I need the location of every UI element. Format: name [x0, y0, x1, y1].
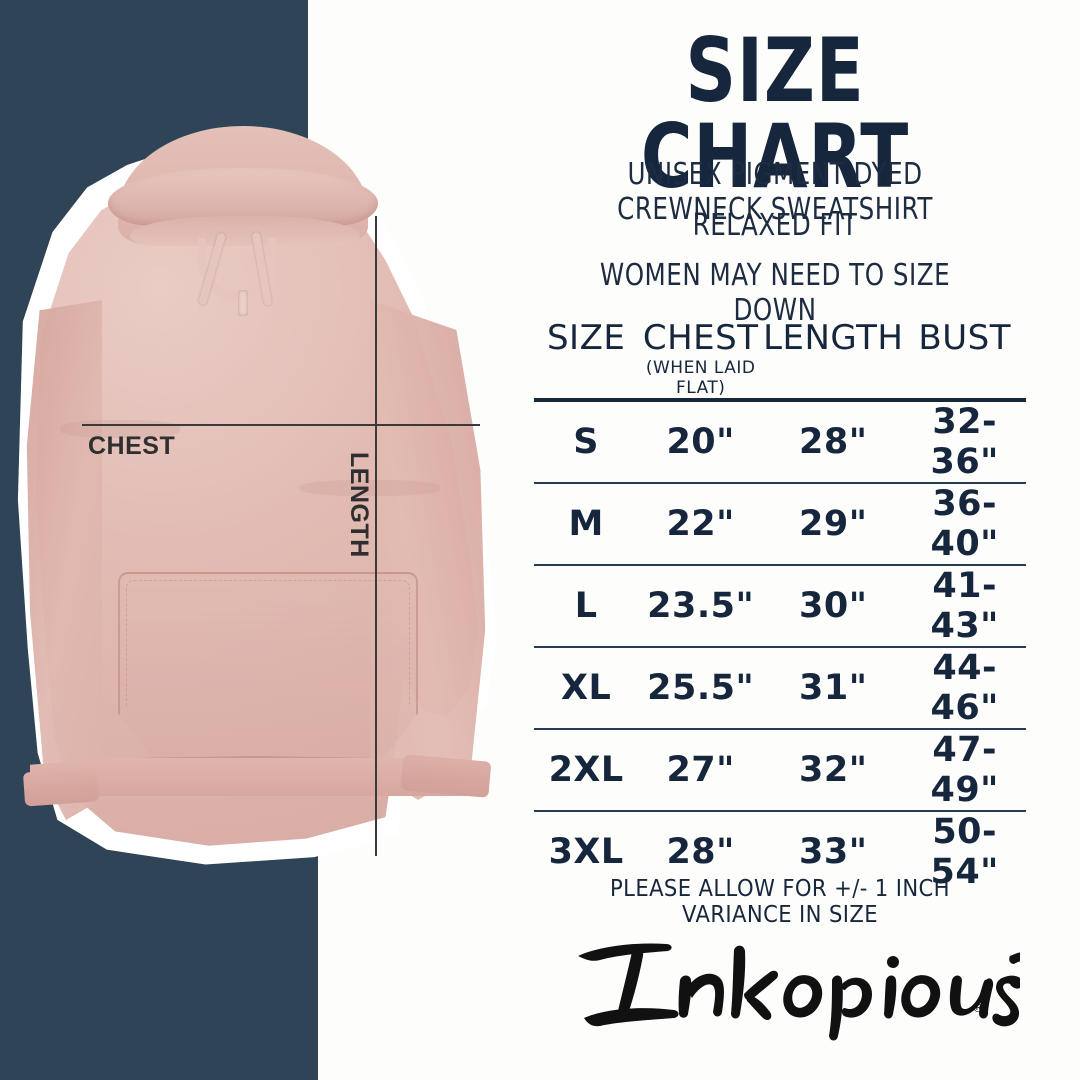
table-header-row: SIZE CHEST LENGTH BUST — [534, 318, 1026, 358]
drawstring-loop — [198, 238, 276, 300]
cell-bust: 47-49" — [930, 730, 999, 810]
drawstring-aglet — [238, 290, 248, 316]
cuff-right — [400, 754, 492, 798]
cell-chest: 20" — [666, 422, 735, 462]
cell-size: S — [573, 422, 599, 462]
chest-measure-label: CHEST — [88, 432, 176, 460]
table-top-rule — [534, 398, 1026, 402]
cell-length: 31" — [799, 668, 868, 708]
cell-length: 32" — [799, 750, 868, 790]
cell-size: M — [568, 504, 604, 544]
table-row: 3XL 28" 33" 50-54" — [534, 812, 1026, 892]
cell-size: 2XL — [548, 750, 624, 790]
table-header-subnote-row: (WHEN LAID FLAT) — [534, 358, 1026, 398]
chest-subnote: (WHEN LAID FLAT) — [645, 358, 756, 398]
column-header-bust: BUST — [918, 318, 1011, 358]
cell-size: 3XL — [548, 832, 624, 872]
cell-bust: 32-36" — [930, 402, 999, 482]
row-divider — [534, 728, 1026, 730]
page-title: SIZE CHART — [640, 19, 910, 209]
cell-chest: 27" — [666, 750, 735, 790]
brand-logo: ® — [540, 922, 1045, 1042]
row-divider — [534, 810, 1026, 812]
cell-size: XL — [561, 668, 612, 708]
chart-column: SIZE CHART UNISEX PIGMENT DYED CREWNECK … — [510, 0, 1080, 1080]
cell-bust: 41-43" — [930, 566, 999, 646]
subnote-spacer — [903, 358, 1026, 398]
length-measure-line — [375, 216, 377, 856]
table-row: XL 25.5" 31" 44-46" — [534, 648, 1026, 728]
cell-length: 28" — [799, 422, 868, 462]
registered-trademark-icon: ® — [972, 999, 984, 1016]
table-row: L 23.5" 30" 41-43" — [534, 566, 1026, 646]
length-measure-label: LENGTH — [345, 452, 373, 558]
rule-thin — [534, 728, 1026, 730]
sleeve-left — [26, 300, 102, 820]
cell-length: 33" — [799, 832, 868, 872]
subnote-spacer — [534, 358, 638, 398]
subtitle-sizing-note: WOMEN MAY NEED TO SIZE DOWN — [599, 258, 951, 328]
column-header-length: LENGTH — [763, 318, 904, 358]
chest-measure-line — [82, 424, 480, 426]
column-header-size: SIZE — [546, 318, 626, 358]
cell-chest: 23.5" — [647, 586, 755, 626]
size-chart-table: SIZE CHEST LENGTH BUST (WHEN LAID FLAT) — [534, 318, 1026, 892]
product-photo — [0, 120, 510, 880]
pocket-seam — [126, 580, 410, 760]
cell-bust: 50-54" — [930, 812, 999, 892]
variance-footnote: PLEASE ALLOW FOR +/- 1 INCH VARIANCE IN … — [610, 876, 950, 928]
cell-bust: 44-46" — [930, 648, 999, 728]
row-divider — [534, 646, 1026, 648]
subtitle-product: UNISEX PIGMENT DYED CREWNECK SWEATSHIRT — [617, 157, 933, 227]
cell-chest: 25.5" — [647, 668, 755, 708]
cell-length: 30" — [799, 586, 868, 626]
row-divider — [534, 564, 1026, 566]
cuff-left — [22, 767, 100, 807]
cell-chest: 28" — [666, 832, 735, 872]
cell-size: L — [574, 586, 598, 626]
rule-thin — [534, 810, 1026, 812]
rule-thin — [534, 482, 1026, 484]
table-row: M 22" 29" 36-40" — [534, 484, 1026, 564]
table-row: 2XL 27" 32" 47-49" — [534, 730, 1026, 810]
subtitle-fit: RELAXED FIT — [692, 208, 858, 243]
column-header-chest: CHEST — [642, 318, 759, 358]
rule-thin — [534, 564, 1026, 566]
rule-thin — [534, 646, 1026, 648]
rule-thick — [534, 398, 1026, 402]
table-row: S 20" 28" 32-36" — [534, 402, 1026, 482]
row-divider — [534, 482, 1026, 484]
fabric-fold — [300, 480, 440, 496]
subnote-spacer — [763, 358, 903, 398]
cell-length: 29" — [799, 504, 868, 544]
cell-chest: 22" — [666, 504, 735, 544]
cell-bust: 36-40" — [930, 484, 999, 564]
